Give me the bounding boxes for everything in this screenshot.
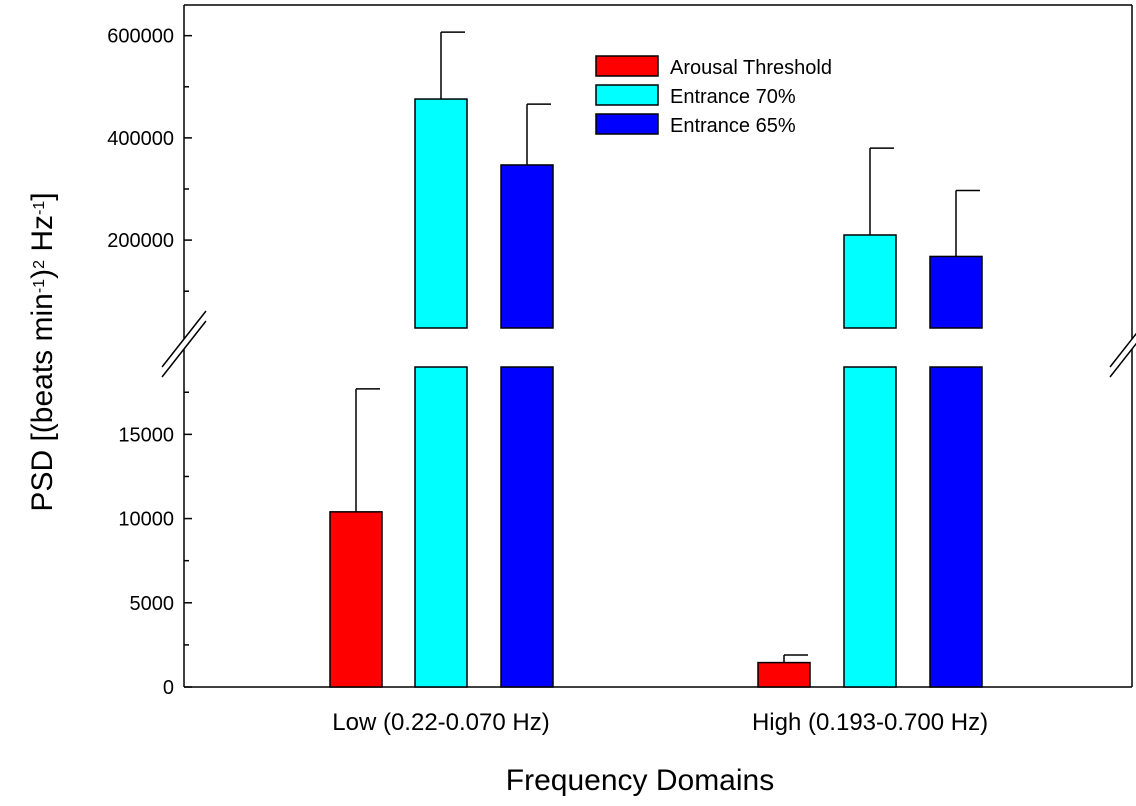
y-tick-label: 200000 [107, 230, 174, 252]
bar-lower-segment [929, 366, 983, 688]
axis-break-marks [161, 310, 1136, 378]
y-tick-label: 600000 [107, 26, 174, 48]
plot-frame [183, 4, 1133, 688]
bar-lower-segment [500, 366, 554, 688]
bar-lower-segment [414, 366, 468, 688]
y-axis-title: PSD [(beats min-1)2 Hz-1] [26, 192, 59, 511]
x-category-label: High (0.193-0.700 Hz) [752, 709, 988, 736]
break-mark [161, 310, 207, 368]
legend: Arousal Threshold Entrance 70% Entrance 65… [595, 55, 832, 137]
break-mark [161, 320, 207, 378]
y-tick-label: 10000 [118, 509, 174, 531]
bar [757, 661, 811, 688]
break-mark [1109, 332, 1136, 368]
y-axis-ticks: 0 5000 10000 15000 200000 400000 600000 [107, 26, 192, 699]
bar-upper-segment [414, 98, 468, 329]
y-tick-label: 400000 [107, 128, 174, 150]
y-tick-label: 15000 [118, 424, 174, 446]
bar-upper-segment [500, 164, 554, 329]
x-axis-title: Frequency Domains [506, 764, 774, 797]
y-tick-label: 5000 [130, 593, 175, 615]
legend-swatch [595, 113, 659, 135]
x-category-label: Low (0.22-0.070 Hz) [332, 709, 549, 736]
y-tick-label: 0 [163, 677, 174, 699]
bar-lower-segment [843, 366, 897, 688]
legend-swatch [595, 84, 659, 106]
bars [329, 31, 983, 688]
legend-label: Entrance 70% [670, 86, 796, 108]
legend-label: Arousal Threshold [670, 57, 832, 79]
x-category-labels: Low (0.22-0.070 Hz) High (0.193-0.700 Hz) [332, 709, 988, 736]
legend-swatch [595, 55, 659, 77]
bar-upper-segment [843, 234, 897, 329]
bar [329, 511, 383, 688]
break-mark [1109, 342, 1136, 378]
legend-label: Entrance 65% [670, 115, 796, 137]
bar-upper-segment [929, 255, 983, 329]
